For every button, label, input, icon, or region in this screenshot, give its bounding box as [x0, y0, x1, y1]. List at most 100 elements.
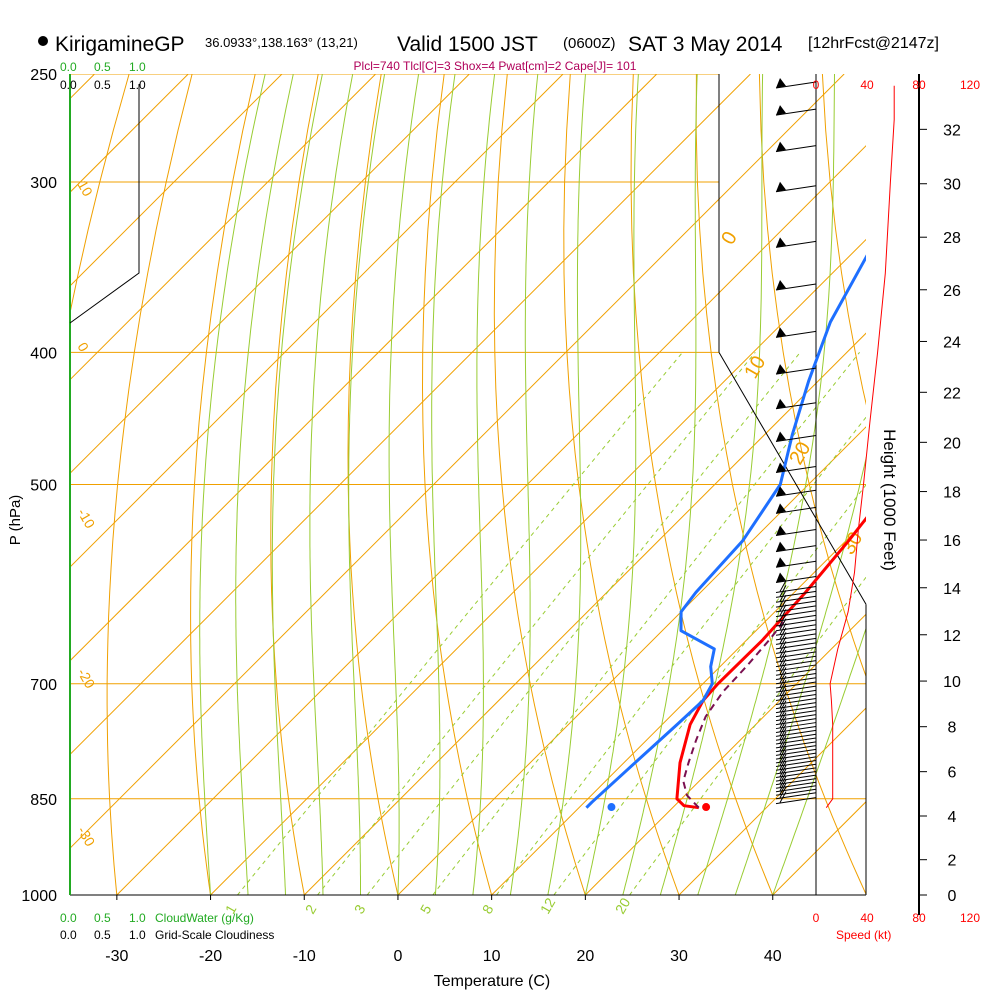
wind-barb-icon — [775, 364, 817, 375]
pressure-tick-label: 400 — [30, 345, 57, 362]
height-tick-label: 18 — [943, 485, 961, 502]
wind-barb-icon — [775, 692, 817, 706]
barb-staff — [775, 595, 817, 603]
isotherm-line — [70, 74, 377, 381]
barb-staff — [775, 506, 817, 514]
wind-barb-icon — [775, 585, 817, 598]
barb-staff — [775, 435, 817, 443]
barb-staff — [775, 646, 817, 654]
barb-staff — [775, 722, 817, 730]
pressure-tick-label: 300 — [30, 175, 57, 192]
mixing-ratio-line — [237, 351, 683, 895]
barb-staff — [775, 642, 817, 650]
wind-barb-icon — [775, 779, 817, 793]
barb-staff — [775, 108, 817, 116]
mixing-ratio-label: 12 — [537, 895, 559, 917]
barb-staff — [775, 590, 817, 598]
barb-feather — [779, 724, 787, 736]
barb-feather — [779, 590, 787, 602]
barb-flag — [776, 364, 786, 375]
barb-feather — [779, 692, 787, 704]
zulu-time: (0600Z) — [563, 35, 616, 52]
barb-feather — [779, 783, 787, 795]
dry-adiabat — [563, 74, 680, 895]
wind-barb-icon — [775, 237, 817, 248]
dry-adiabat — [106, 74, 193, 895]
barb-staff — [775, 185, 817, 193]
barb-staff — [775, 737, 817, 745]
wind-barb-icon — [775, 525, 817, 537]
wind-barb-icon — [775, 700, 817, 714]
wind-barb-icon — [775, 772, 817, 786]
barb-feather — [779, 585, 787, 597]
height-tick-label: 6 — [948, 765, 957, 782]
barb-feather — [779, 768, 787, 781]
wind-barb-icon — [775, 739, 817, 753]
barb-staff — [775, 283, 817, 291]
moist-adiabat — [547, 74, 586, 895]
barb-feather — [779, 704, 787, 716]
height-tick-label: 30 — [943, 177, 961, 194]
wind-barb-icon — [775, 105, 817, 116]
dry-adiabat — [347, 74, 399, 895]
wind-barb-icon — [775, 754, 817, 768]
barb-feather — [779, 772, 787, 784]
wind-barb-icon — [775, 78, 817, 89]
station-coords: 36.0933°,138.163° (13,21) — [205, 35, 358, 50]
barb-feather — [779, 720, 787, 732]
barb-feather — [779, 712, 787, 724]
reference-lines — [70, 74, 866, 895]
height-axis-title: Height (1000 Feet) — [880, 429, 899, 571]
barb-staff — [775, 624, 817, 632]
wind-speed-line — [825, 85, 895, 808]
mixing-ratio-label: 20 — [612, 895, 634, 917]
barb-flag — [776, 541, 786, 552]
pressure-tick-label: 850 — [30, 792, 57, 809]
wind-barb-icon — [775, 786, 817, 800]
barb-staff — [775, 763, 817, 771]
barb-feather — [779, 775, 787, 788]
barb-staff — [775, 619, 817, 627]
barb-staff — [775, 81, 817, 89]
barb-staff — [775, 729, 817, 737]
wind-barb-icon — [775, 783, 817, 796]
wind-barb-icon — [775, 557, 817, 568]
cloudwater-bottom-tick-1: 0.5 — [94, 911, 111, 925]
wind-barb-icon — [775, 613, 817, 627]
barb-staff — [775, 664, 817, 672]
barb-feather — [779, 754, 787, 766]
wind-barb-icon — [775, 279, 817, 291]
isotherm-line — [491, 519, 866, 895]
cloudwater-bottom-tick-0: 0.0 — [60, 911, 77, 925]
barb-feather — [779, 609, 787, 621]
moist-adiabat — [348, 74, 386, 895]
isotherm-line — [70, 74, 564, 568]
right-diagonal-boundary — [718, 352, 867, 605]
barb-feather — [779, 700, 787, 712]
barb-staff — [775, 576, 817, 584]
barb-staff — [775, 673, 817, 681]
speed-top-tick-3: 120 — [960, 78, 980, 92]
barb-feather — [779, 743, 787, 755]
wind-barb-icon — [775, 716, 817, 730]
barb-staff — [775, 733, 817, 741]
barb-staff — [775, 797, 817, 805]
height-tick-label: 10 — [943, 674, 961, 691]
wind-barb-icon — [775, 572, 817, 584]
barb-staff — [775, 668, 817, 676]
barb-staff — [775, 767, 817, 775]
barb-flag — [776, 557, 786, 568]
barb-staff — [775, 560, 817, 568]
moist-adiabat — [309, 74, 354, 895]
barb-feather — [779, 750, 787, 763]
x-tick-label: 20 — [576, 948, 594, 965]
pressure-tick-label: 250 — [30, 67, 57, 84]
valid-date: SAT 3 May 2014 — [628, 33, 783, 56]
barb-staff — [775, 529, 817, 537]
barb-staff — [775, 756, 817, 764]
barb-feather — [779, 599, 787, 612]
speed-bottom-tick-0: 0 — [813, 911, 820, 925]
barb-staff — [775, 706, 817, 714]
cloudiness-top-tick-2: 1.0 — [129, 78, 146, 92]
